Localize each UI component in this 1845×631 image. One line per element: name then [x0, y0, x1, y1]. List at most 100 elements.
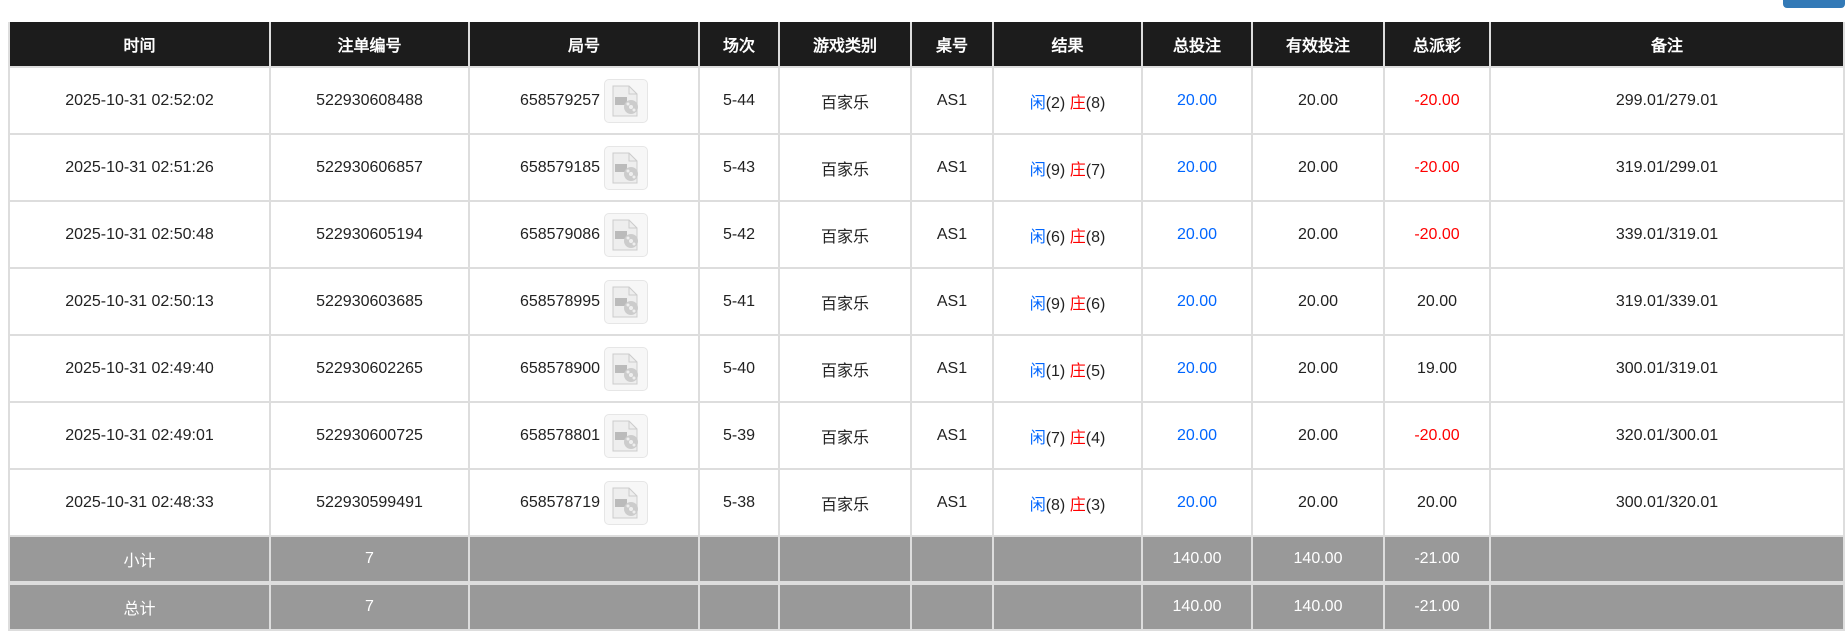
game-type-cell: 百家乐: [778, 401, 912, 470]
video-file-icon[interactable]: [604, 413, 649, 458]
summary-payout: -21.00: [1383, 535, 1491, 584]
empty-cell: [468, 535, 700, 584]
table-row: 2025-10-31 02:50:13 522930603685 658578995…: [8, 267, 1845, 336]
time-cell: 2025-10-31 02:49:40: [8, 334, 271, 403]
total-bet-cell: 20.00: [1141, 133, 1253, 202]
table-row: 2025-10-31 02:49:01 522930600725 658578801…: [8, 401, 1845, 470]
total-payout-cell: -20.00: [1383, 66, 1491, 135]
player-score: (7): [1045, 429, 1066, 447]
column-header-time: 时间: [8, 22, 271, 68]
empty-cell: [1489, 535, 1845, 584]
table-row: 2025-10-31 02:50:48 522930605194 658579086…: [8, 200, 1845, 269]
table-header: 时间 注单编号 局号 场次 游戏类别 桌号 结果 总投注 有效投注 总派彩 备注: [8, 22, 1845, 68]
summary-payout: -21.00: [1383, 581, 1491, 631]
column-header-game-type: 游戏类别: [778, 22, 912, 68]
empty-cell: [910, 535, 994, 584]
total-payout-cell: 20.00: [1383, 267, 1491, 336]
banker-score: (4): [1085, 429, 1106, 447]
time-cell: 2025-10-31 02:48:33: [8, 468, 271, 537]
round-cell: 658579086: [468, 200, 700, 269]
result-cell: 闲(9) 庄(6): [992, 267, 1143, 336]
round-cell: 658578900: [468, 334, 700, 403]
round-number: 658579185: [519, 158, 601, 176]
banker-score: (8): [1085, 94, 1106, 112]
round-number: 658579257: [519, 91, 601, 109]
video-file-icon[interactable]: [604, 212, 649, 257]
empty-cell: [698, 581, 780, 631]
summary-count: 7: [269, 535, 470, 584]
video-file-icon[interactable]: [604, 78, 649, 123]
player-score: (9): [1045, 295, 1066, 313]
video-file-icon[interactable]: [604, 480, 649, 525]
empty-cell: [698, 535, 780, 584]
banker-label: 庄: [1069, 429, 1086, 447]
player-label: 闲: [1029, 429, 1046, 447]
game-type-cell: 百家乐: [778, 133, 912, 202]
player-score: (2): [1045, 94, 1066, 112]
table-no-cell: AS1: [910, 133, 994, 202]
top-right-button[interactable]: [1783, 0, 1845, 8]
game-type-cell: 百家乐: [778, 468, 912, 537]
table-row: 2025-10-31 02:51:26 522930606857 658579185…: [8, 133, 1845, 202]
player-score: (1): [1045, 362, 1066, 380]
table-no-cell: AS1: [910, 267, 994, 336]
time-cell: 2025-10-31 02:50:48: [8, 200, 271, 269]
table-no-cell: AS1: [910, 200, 994, 269]
bet-id-cell: 522930600725: [269, 401, 470, 470]
table-no-cell: AS1: [910, 468, 994, 537]
round-number: 658578719: [519, 493, 601, 511]
video-file-icon[interactable]: [604, 145, 649, 190]
player-label: 闲: [1029, 496, 1046, 514]
bet-id-cell: 522930605194: [269, 200, 470, 269]
column-header-result: 结果: [992, 22, 1143, 68]
round-number: 658578995: [519, 292, 601, 310]
total-bet-cell: 20.00: [1141, 468, 1253, 537]
empty-cell: [992, 535, 1143, 584]
total-bet-cell: 20.00: [1141, 267, 1253, 336]
column-header-bet-id: 注单编号: [269, 22, 470, 68]
summary-count: 7: [269, 581, 470, 631]
valid-bet-cell: 20.00: [1251, 468, 1385, 537]
valid-bet-cell: 20.00: [1251, 267, 1385, 336]
video-file-icon[interactable]: [604, 279, 649, 324]
player-label: 闲: [1029, 228, 1046, 246]
banker-label: 庄: [1069, 295, 1086, 313]
round-cell: 658579257: [468, 66, 700, 135]
note-cell: 319.01/339.01: [1489, 267, 1845, 336]
shoe-cell: 5-42: [698, 200, 780, 269]
result-cell: 闲(8) 庄(3): [992, 468, 1143, 537]
time-cell: 2025-10-31 02:49:01: [8, 401, 271, 470]
result-cell: 闲(6) 庄(8): [992, 200, 1143, 269]
summary-valid-bet: 140.00: [1251, 581, 1385, 631]
banker-label: 庄: [1069, 228, 1086, 246]
note-cell: 300.01/319.01: [1489, 334, 1845, 403]
bet-id-cell: 522930606857: [269, 133, 470, 202]
round-number: 658579086: [519, 225, 601, 243]
result-cell: 闲(9) 庄(7): [992, 133, 1143, 202]
shoe-cell: 5-39: [698, 401, 780, 470]
total-row: 总计 7 140.00 140.00 -21.00: [8, 581, 1845, 631]
shoe-cell: 5-43: [698, 133, 780, 202]
bet-records-table: 时间 注单编号 局号 场次 游戏类别 桌号 结果 总投注 有效投注 总派彩 备注 2025-10-3…: [8, 22, 1845, 631]
player-score: (9): [1045, 161, 1066, 179]
summary-total-bet: 140.00: [1141, 581, 1253, 631]
banker-label: 庄: [1069, 161, 1086, 179]
note-cell: 339.01/319.01: [1489, 200, 1845, 269]
column-header-note: 备注: [1489, 22, 1845, 68]
summary-total-bet: 140.00: [1141, 535, 1253, 584]
table-no-cell: AS1: [910, 401, 994, 470]
total-payout-cell: 19.00: [1383, 334, 1491, 403]
note-cell: 319.01/299.01: [1489, 133, 1845, 202]
banker-label: 庄: [1069, 362, 1086, 380]
video-file-icon[interactable]: [604, 346, 649, 391]
game-type-cell: 百家乐: [778, 334, 912, 403]
round-cell: 658578995: [468, 267, 700, 336]
round-number: 658578900: [519, 359, 601, 377]
player-label: 闲: [1029, 362, 1046, 380]
player-score: (8): [1045, 496, 1066, 514]
note-cell: 300.01/320.01: [1489, 468, 1845, 537]
shoe-cell: 5-38: [698, 468, 780, 537]
total-payout-cell: 20.00: [1383, 468, 1491, 537]
note-cell: 299.01/279.01: [1489, 66, 1845, 135]
round-number: 658578801: [519, 426, 601, 444]
